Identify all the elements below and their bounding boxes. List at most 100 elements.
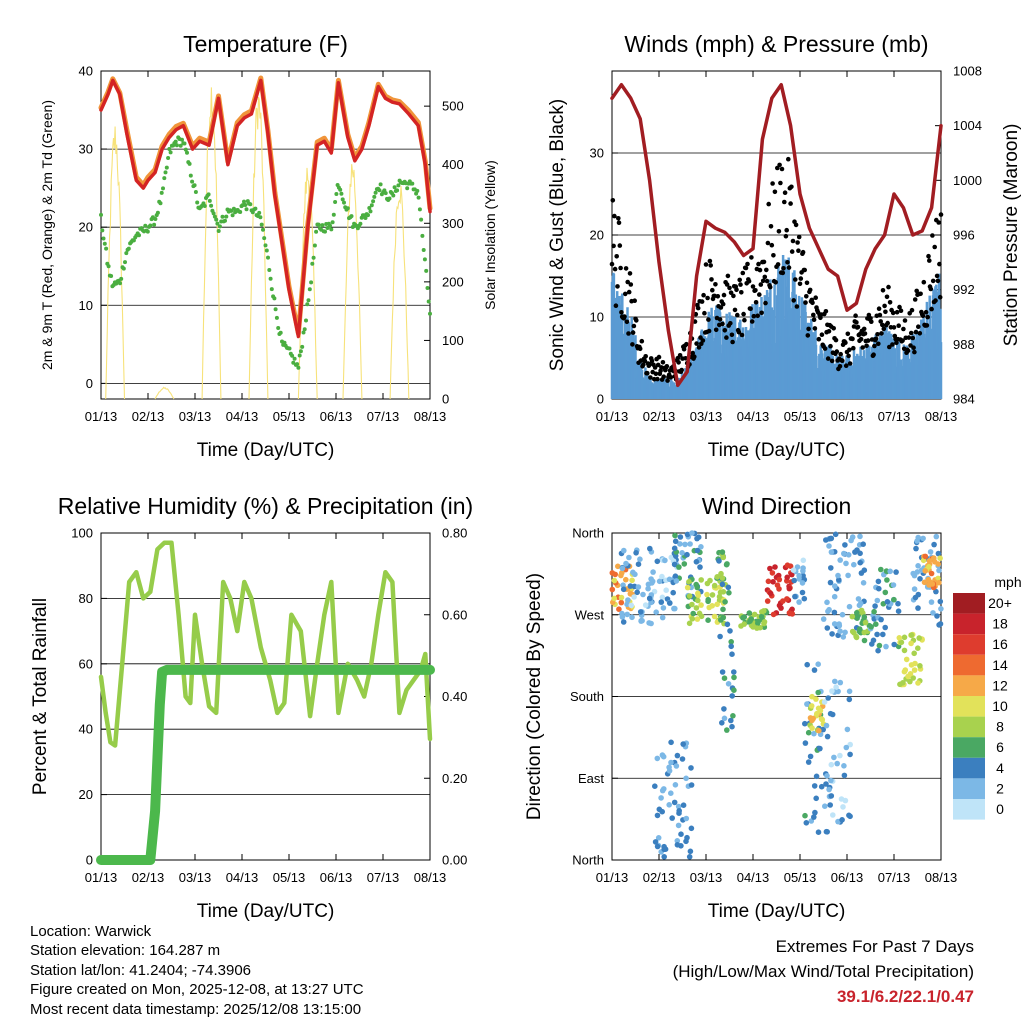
solar-insolation-line [342,164,363,400]
wind-direction-point [731,687,737,693]
gust-point [897,304,902,310]
dewpoint-point [214,217,219,222]
wind-direction-point [928,599,935,605]
gust-point [865,338,871,343]
wind-direction-point [802,812,808,819]
wind-direction-point [828,565,834,571]
dewpoint-point [102,241,107,246]
wind-direction-point [830,812,836,818]
wind-direction-point [807,753,814,760]
wind-direction-point [729,651,735,657]
wind-direction-point [883,643,889,650]
gust-point [782,190,788,195]
dewpoint-point [422,257,427,262]
gust-point [730,339,735,345]
rh_precip-y2tick-label: 0.80 [442,526,467,541]
wind-direction-point [714,574,720,580]
winds-y2tick-label: 984 [953,392,975,407]
wind-direction-point [660,605,667,611]
wind-direction-point [684,551,690,558]
gust-point [612,213,617,219]
wind-direction-point [778,605,784,611]
wind-speed-legend-swatch [953,716,985,738]
wind-direction-point [787,563,794,569]
gust-point [789,249,795,254]
gust-point [722,328,728,333]
wind-direction-point [896,635,903,641]
gust-point [873,336,879,342]
gust-point [684,341,689,347]
dewpoint-point [119,276,124,281]
gust-point [741,311,746,317]
dewpoint-point [183,147,188,152]
gust-point [890,342,895,347]
wind-direction-point [615,563,621,570]
wind-direction-point [761,619,768,625]
wind-direction-point [853,633,859,640]
wind-direction-point [878,616,884,623]
gust-point [934,273,940,279]
dewpoint-point [262,236,267,241]
dewpoint-point [311,255,316,260]
wind-direction-point [832,678,838,685]
wind-direction-point [650,569,656,575]
dewpoint-point [310,261,315,266]
dewpoint-point [421,248,426,252]
wind-direction-point [684,584,691,591]
wind-direction-point [789,611,796,617]
dewpoint-point [253,206,258,211]
wind-direction-point [727,628,733,634]
gust-point [739,332,745,338]
dewpoint-point [272,296,277,301]
gust-point [758,282,764,287]
wind-direction-point [813,773,820,780]
wind-direction-point [844,726,851,733]
dewpoint-point [148,223,153,228]
winds-y2tick-label: 1004 [953,118,982,133]
wind-direction-point [659,614,666,621]
wind-direction-point [903,656,910,663]
dewpoint-point [192,183,197,188]
wind-direction-point [659,573,665,580]
wind-direction-point [792,593,798,600]
gust-point [843,363,849,369]
gust-point [619,310,624,315]
wind-direction-point [823,537,829,543]
wind-direction-point [619,570,625,576]
station-location: Location: Warwick [30,923,152,940]
gust-point [641,362,646,368]
dewpoint-point [121,266,126,271]
dewpoint-point [190,179,195,184]
temperature-xlabel: Time (Day/UTC) [197,440,335,461]
wind-direction-point [689,601,695,608]
gust-point [753,300,759,305]
temperature-y2tick-label: 0 [442,392,449,407]
wind-direction-point [842,797,849,804]
dewpoint-point [273,307,278,312]
rh_precip-xtick-label: 03/13 [179,870,212,885]
dewpoint-point [243,203,248,207]
gust-point [653,371,659,377]
wind-direction-point [721,715,728,722]
gust-point [883,309,888,315]
dewpoint-point [230,213,235,218]
wind-direction-point [887,568,893,575]
gust-point [611,243,616,249]
wind_direction-ytick-label: North [572,526,604,541]
wind-direction-point [652,783,658,789]
rh_precip-y2tick-label: 0.00 [442,853,467,868]
winds-xtick-label: 02/13 [643,409,676,424]
wind-direction-point [627,583,634,589]
wind-direction-point [681,561,688,567]
gust-point [902,318,908,323]
gust-point [875,332,880,337]
wind-speed-legend-label: 8 [996,719,1004,735]
rh_precip-xtick-label: 06/13 [320,870,353,885]
wind-direction-point [721,706,727,712]
wind_direction-xtick-label: 08/13 [925,870,958,885]
temperature-ytick-label: 0 [86,376,93,391]
wind-direction-point [928,570,935,577]
dewpoint-point [417,207,422,212]
wind-direction-point [820,616,827,622]
dewpoint-point [298,349,303,354]
